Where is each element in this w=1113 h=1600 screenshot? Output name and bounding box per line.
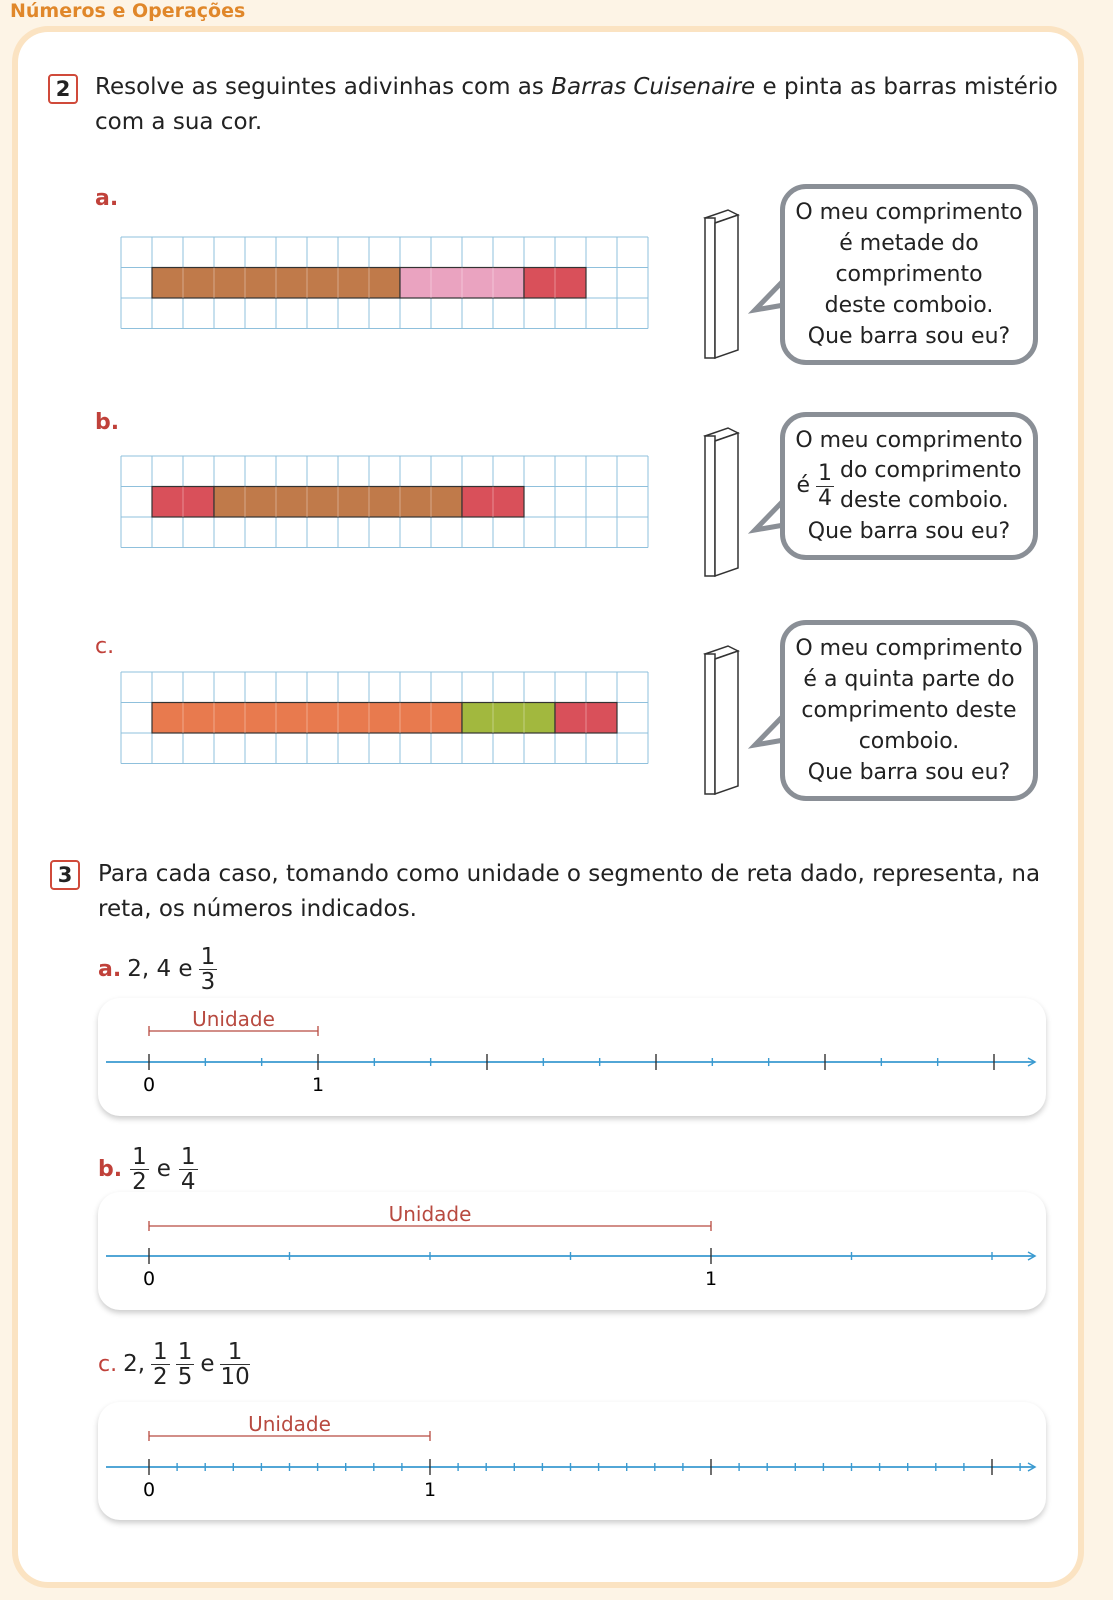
number-line-box-c — [98, 1402, 1046, 1520]
cuisenaire-bar — [554, 701, 618, 734]
cuisenaire-bar — [523, 266, 587, 299]
cuisenaire-bar — [151, 266, 401, 299]
cuisenaire-bar — [399, 266, 525, 299]
tick-label-0: 0 — [143, 1074, 155, 1096]
cuisenaire-bar — [213, 485, 463, 518]
bubble-line: Que barra sou eu? — [807, 324, 1011, 349]
bubble-line: deste comboio. — [824, 293, 994, 318]
exercise-number: 2 — [48, 74, 78, 104]
cuisenaire-bar — [461, 701, 556, 734]
bubble-line: O meu comprimento — [795, 200, 1023, 225]
mystery-bar-side — [714, 431, 739, 578]
exercise-2-text: Resolve as seguintes adivinhas com as Ba… — [95, 74, 1058, 135]
arrow-head — [1027, 1057, 1037, 1067]
mystery-bar-side — [714, 213, 739, 360]
bubble-line: O meu comprimento — [795, 636, 1023, 661]
bubble-line: Que barra sou eu? — [807, 519, 1011, 544]
tick-label-0: 0 — [143, 1268, 155, 1290]
mystery-bar-side — [714, 649, 739, 796]
speech-bubble-c: O meu comprimento é a quinta parte do comp… — [780, 620, 1038, 801]
exercise-3-text: Para cada caso, tomando como unidade o s… — [98, 861, 1041, 922]
bubble-line: é metade do — [839, 231, 979, 256]
arrow-head — [1027, 1462, 1037, 1472]
unit-label: Unidade — [248, 1412, 331, 1436]
bubble-line: O meu comprimento — [795, 428, 1023, 453]
tick-label-1: 1 — [424, 1479, 436, 1501]
cuisenaire-bar — [151, 701, 463, 734]
bubble-text: é — [796, 473, 810, 498]
speech-bubble-tail — [747, 498, 786, 534]
number-line-box-b — [98, 1192, 1046, 1310]
item-label: b. — [95, 410, 120, 435]
unit-label: Unidade — [192, 1007, 275, 1031]
bubble-line: Que barra sou eu? — [807, 760, 1011, 785]
tick-label-0: 0 — [143, 1479, 155, 1501]
bubble-line: deste comboio. — [840, 488, 1009, 513]
bubble-line: comprimento — [835, 262, 983, 287]
item-label: c. — [95, 634, 115, 659]
bubble-line: é a quinta parte do — [803, 667, 1015, 692]
bubble-line: comprimento deste — [801, 698, 1017, 723]
section-header: Números e Operações — [10, 0, 246, 22]
exercise-number: 3 — [50, 860, 80, 890]
tick-label-1: 1 — [312, 1074, 324, 1096]
item-label: a. — [95, 186, 119, 211]
unit-label: Unidade — [389, 1202, 472, 1226]
bubble-line: comboio. — [858, 729, 960, 754]
speech-bubble-tail — [747, 713, 786, 749]
cuisenaire-bar — [151, 485, 215, 518]
cuisenaire-grids — [120, 209, 786, 796]
tick-label-1: 1 — [705, 1268, 717, 1290]
number-line-box-a — [98, 998, 1046, 1116]
cuisenaire-bar — [461, 485, 525, 518]
speech-bubble-a: O meu comprimento é metade do comprimento d… — [780, 184, 1038, 365]
bubble-line: do comprimento — [840, 458, 1022, 483]
speech-bubble-tail — [747, 278, 786, 314]
arrow-head — [1027, 1251, 1037, 1261]
